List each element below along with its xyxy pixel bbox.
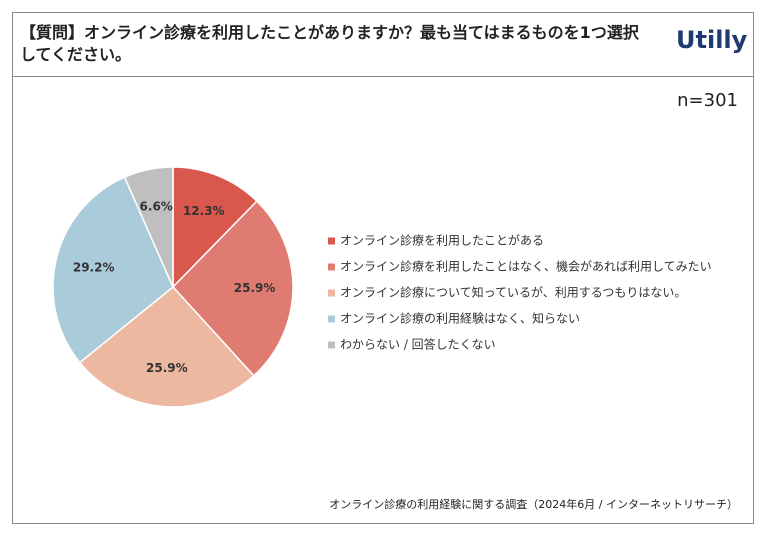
pie-slice: [123, 166, 174, 288]
legend-swatch: [328, 263, 335, 271]
legend-label: オンライン診療について知っているが、利用するつもりはない。: [340, 285, 686, 300]
sample-size: n=301: [677, 90, 738, 111]
data-label: 25.9%: [234, 281, 276, 295]
data-label: 6.6%: [140, 200, 173, 214]
data-label: 29.2%: [73, 260, 115, 274]
frame: [12, 12, 754, 524]
legend-label: オンライン診療を利用したことがある: [340, 233, 544, 248]
logo: Utilly: [676, 26, 748, 54]
legend-swatch: [328, 341, 335, 349]
divider: [12, 76, 754, 77]
legend-label: オンライン診療の利用経験はなく、知らない: [340, 311, 580, 326]
legend-swatch: [328, 315, 335, 323]
question-title: 【質問】オンライン診療を利用したことがありますか？最も当てはまるものを1つ選択し…: [20, 23, 639, 64]
legend-swatch: [328, 237, 335, 245]
pie-slice: [52, 176, 174, 364]
data-label: 12.3%: [183, 204, 225, 218]
pie-slice: [171, 200, 294, 377]
source: オンライン診療の利用経験に関する調査（2024年6月 / インターネットリサーチ…: [329, 498, 738, 511]
legend-swatch: [328, 289, 335, 297]
data-label: 25.9%: [146, 361, 188, 375]
pie-slice: [78, 285, 255, 408]
legend-label: わからない / 回答したくない: [340, 337, 496, 352]
pie-slice: [172, 166, 258, 289]
legend-label: オンライン診療を利用したことはなく、機会があれば利用してみたい: [340, 259, 712, 274]
